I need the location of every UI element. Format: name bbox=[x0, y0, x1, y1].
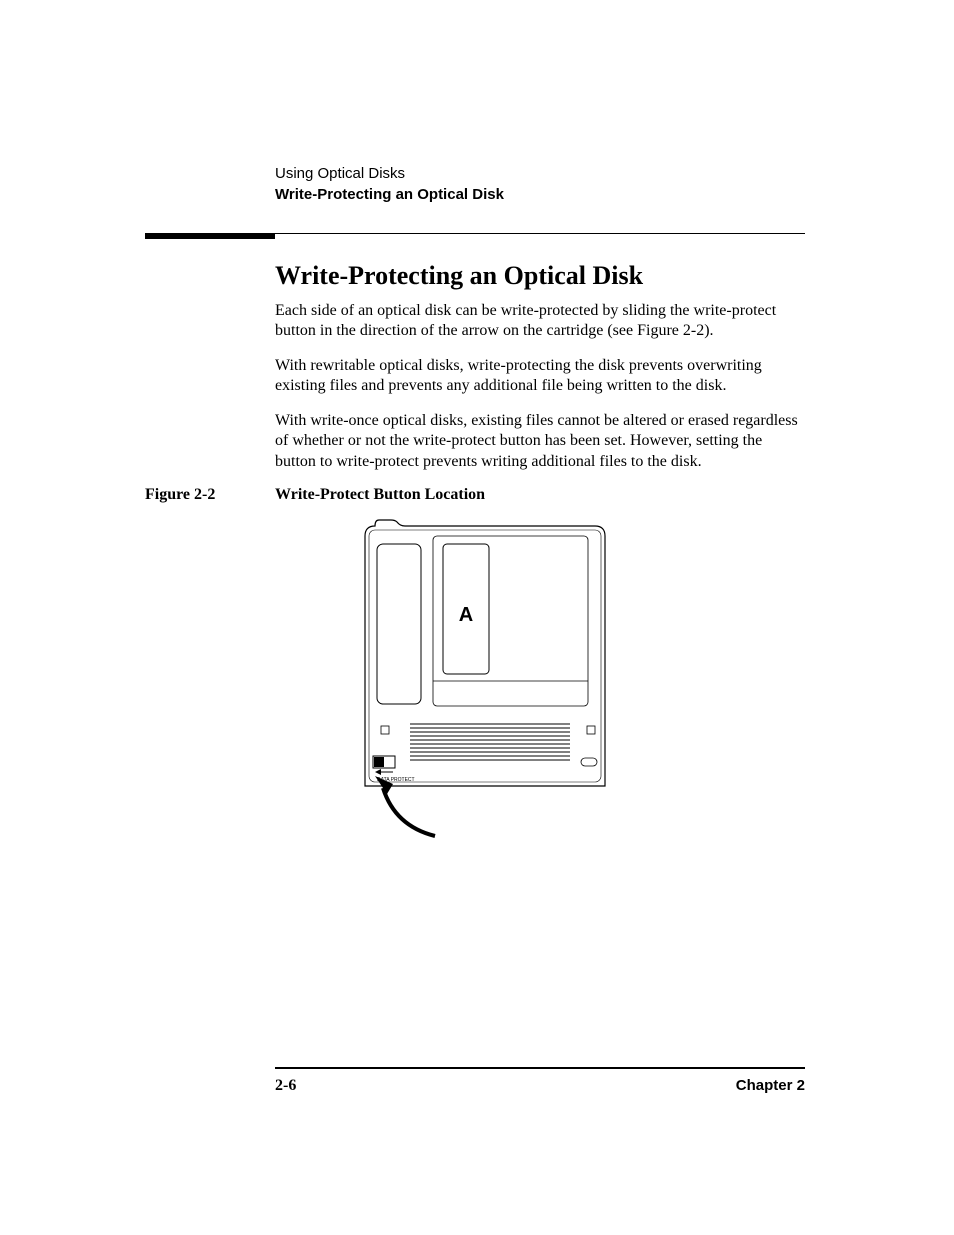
chapter-word: Chapter bbox=[736, 1077, 793, 1094]
header-section-title: Write-Protecting an Optical Disk bbox=[275, 186, 809, 203]
figure-heading-row: Figure 2-2 Write-Protect Button Location bbox=[145, 486, 809, 504]
page-number: 2-6 bbox=[275, 1077, 296, 1095]
chapter-indicator: Chapter 2 bbox=[736, 1077, 805, 1095]
figure-label: Figure 2-2 bbox=[145, 486, 275, 504]
chapter-number: 2 bbox=[797, 1077, 805, 1094]
footer-row: 2-6 Chapter 2 bbox=[275, 1077, 805, 1095]
rule-thin bbox=[275, 233, 805, 234]
header-rule bbox=[145, 233, 809, 239]
cartridge-diagram: A bbox=[355, 516, 615, 846]
rule-thick bbox=[145, 233, 275, 239]
body-column: Write-Protecting an Optical Disk Each si… bbox=[275, 261, 805, 472]
section-title: Write-Protecting an Optical Disk bbox=[275, 261, 805, 291]
page: Using Optical Disks Write-Protecting an … bbox=[0, 0, 954, 1235]
figure-illustration: A bbox=[275, 516, 805, 846]
footer-rule bbox=[275, 1067, 805, 1069]
running-header: Using Optical Disks Write-Protecting an … bbox=[275, 165, 809, 203]
paragraph-1: Each side of an optical disk can be writ… bbox=[275, 301, 805, 342]
paragraph-2: With rewritable optical disks, write-pro… bbox=[275, 356, 805, 397]
figure-caption: Write-Protect Button Location bbox=[275, 486, 485, 504]
page-footer: 2-6 Chapter 2 bbox=[145, 1067, 809, 1095]
header-chapter-title: Using Optical Disks bbox=[275, 165, 809, 182]
figure-letter: A bbox=[459, 604, 473, 626]
paragraph-3: With write-once optical disks, existing … bbox=[275, 411, 805, 472]
